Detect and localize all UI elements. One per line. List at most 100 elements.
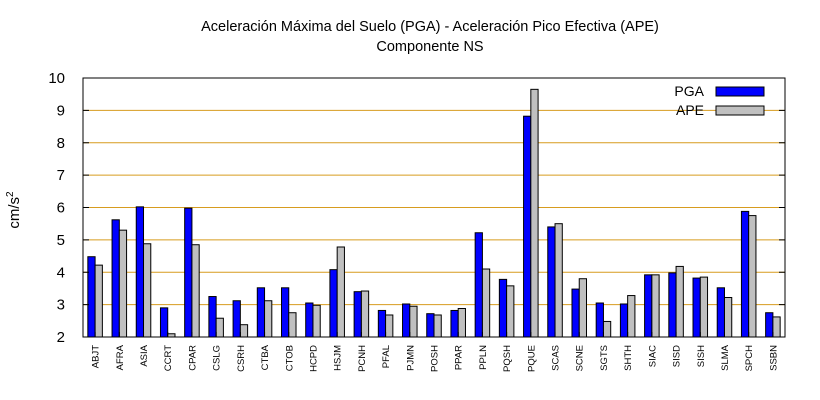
- bar-pga-pqsh: [498, 278, 508, 338]
- bar-pga-ppln: [474, 232, 483, 338]
- bar-ape-siac: [651, 274, 660, 338]
- x-tick-label: CSRH: [236, 345, 247, 372]
- bar-ape-cslg: [215, 317, 224, 338]
- bar-pga-cpar: [184, 207, 193, 338]
- x-tick-label: SSBN: [768, 345, 779, 371]
- bar-pga-slma: [716, 287, 725, 338]
- legend-label-pga: PGA: [674, 83, 704, 99]
- x-tick-label: SIAC: [647, 345, 658, 367]
- bar-pga-asia: [135, 206, 145, 338]
- y-axis-label-base: cm/s: [6, 197, 23, 229]
- bar-pga-sgts: [595, 302, 604, 338]
- bar-ape-pfal: [385, 314, 394, 338]
- x-tick-label: SISD: [672, 345, 683, 367]
- bar-ape-scas: [554, 223, 563, 338]
- legend-swatch-pga: [715, 86, 765, 97]
- bar-ape-sisd: [675, 265, 684, 338]
- legend: PGA APE: [674, 83, 765, 118]
- bar-ape-posh: [433, 314, 442, 338]
- bar-ape-sish: [699, 276, 709, 338]
- bar-ape-abjt: [94, 264, 103, 338]
- x-tick-label: CTOB: [284, 345, 295, 371]
- chart-title: Aceleración Máxima del Suelo (PGA) - Ace…: [201, 19, 659, 35]
- bar-pga-ctba: [256, 287, 266, 338]
- x-tick-label: PFAL: [381, 345, 392, 368]
- x-tick-label: PPLN: [478, 345, 489, 370]
- y-tick-label: 7: [57, 167, 65, 184]
- grid-lines: [83, 109, 785, 306]
- bar-pga-ccrt: [159, 307, 169, 338]
- bar-pga-csrh: [232, 300, 241, 338]
- x-tick-label: ABJT: [91, 345, 102, 368]
- bar-ape-shth: [627, 295, 636, 338]
- bar-ape-pjmn: [409, 305, 418, 338]
- bar-pga-sisd: [668, 272, 677, 338]
- bar-ape-hcpd: [312, 304, 321, 338]
- x-tick-label: HSJM: [333, 345, 344, 371]
- y-tick-label: 3: [57, 297, 65, 314]
- bar-pga-scas: [547, 226, 556, 338]
- bar-ape-ctba: [264, 300, 273, 338]
- bar-ape-cpar: [191, 244, 200, 338]
- x-tick-label: SCAS: [551, 345, 562, 371]
- x-tick-label: ASIA: [139, 344, 150, 366]
- bar-pga-pjmn: [402, 303, 411, 338]
- x-tick-label: CCRT: [163, 345, 174, 371]
- bar-ape-ppar: [457, 308, 466, 338]
- x-tick-label: PCNH: [357, 345, 368, 372]
- y-tick-label: 9: [57, 102, 65, 119]
- bar-pga-hcpd: [305, 302, 314, 338]
- plot-frame: [82, 77, 786, 338]
- bar-ape-spch: [748, 215, 757, 338]
- bar-ape-pque: [530, 88, 539, 338]
- y-tick-label: 8: [57, 135, 65, 152]
- x-tick-label: POSH: [430, 345, 441, 372]
- y-axis-ticks: 2 3 4 5 6 7 8 9 10: [48, 70, 785, 346]
- x-tick-label: SLMA: [720, 344, 731, 371]
- x-tick-label: HCPD: [308, 345, 319, 372]
- x-tick-label: PQSH: [502, 345, 513, 372]
- x-tick-label: PQUE: [526, 345, 537, 372]
- bar-ape-pqsh: [506, 285, 515, 338]
- x-axis-ticks: ABJT AFRA ASIA CCRT CPAR CSLG CSRH CTBA CTOB HCPD…: [91, 332, 779, 372]
- bar-pga-pque: [523, 115, 532, 338]
- bar-pga-ctob: [280, 287, 290, 338]
- bar-pga-shth: [619, 303, 629, 338]
- y-tick-label: 4: [57, 264, 65, 281]
- legend-swatch-ape: [715, 105, 765, 116]
- x-tick-label: PJMN: [405, 345, 416, 371]
- bar-ape-csrh: [239, 324, 249, 338]
- chart-subtitle: Componente NS: [376, 39, 483, 55]
- x-tick-label: CPAR: [187, 345, 198, 371]
- bar-pga-pfal: [377, 309, 387, 338]
- bar-ape-scne: [578, 278, 588, 338]
- bar-ape-sgts: [602, 320, 612, 338]
- bars: [87, 88, 781, 338]
- bar-ape-ppln: [481, 268, 491, 338]
- bar-ape-ctob: [288, 312, 297, 338]
- x-tick-label: SHTH: [623, 345, 634, 371]
- bar-pga-abjt: [87, 256, 96, 338]
- x-tick-label: CTBA: [260, 344, 271, 370]
- bar-ape-asia: [143, 243, 152, 338]
- bar-pga-cslg: [208, 296, 217, 338]
- x-tick-label: SCNE: [575, 345, 586, 371]
- y-tick-label: 10: [48, 70, 65, 87]
- bar-pga-ssbn: [765, 312, 774, 338]
- y-tick-label: 2: [57, 329, 65, 346]
- x-tick-label: CSLG: [212, 345, 223, 371]
- y-axis-label: cm/s2: [5, 191, 23, 229]
- bar-ape-pcnh: [360, 290, 370, 338]
- x-tick-label: PPAR: [454, 345, 465, 370]
- bar-ape-afra: [118, 229, 128, 338]
- bar-pga-sish: [692, 277, 701, 338]
- x-tick-label: SISH: [696, 345, 707, 367]
- y-tick-label: 5: [57, 232, 65, 249]
- bar-pga-posh: [426, 313, 435, 338]
- bar-pga-afra: [111, 219, 120, 338]
- bar-pga-scne: [571, 288, 580, 338]
- bar-ape-hsjm: [336, 246, 345, 338]
- bar-pga-pcnh: [353, 291, 362, 338]
- x-tick-label: AFRA: [115, 344, 126, 370]
